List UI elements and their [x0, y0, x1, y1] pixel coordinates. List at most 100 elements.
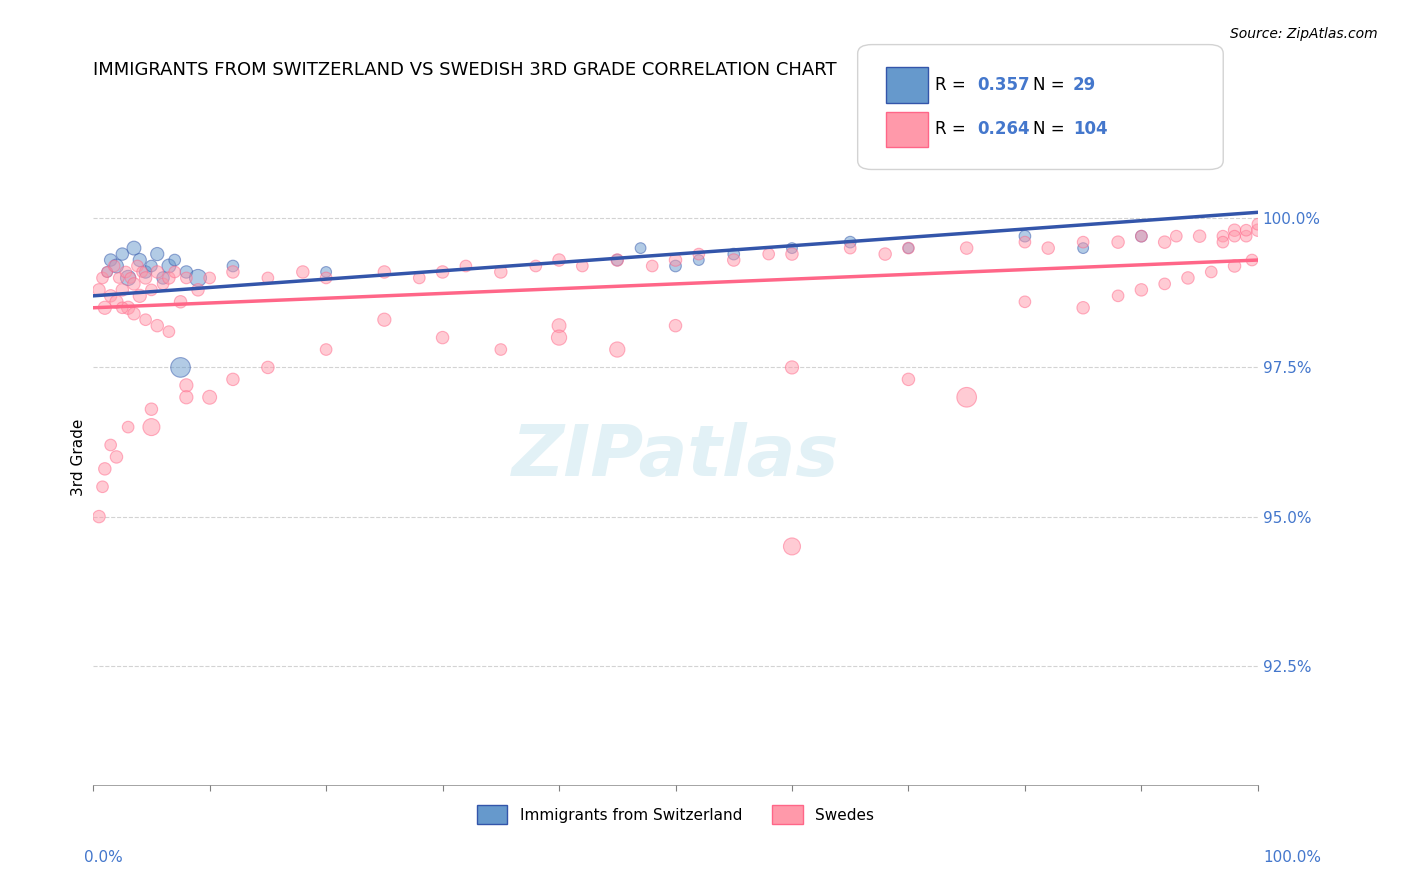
Point	[122, 307, 145, 321]
Point	[127, 259, 149, 273]
Point	[291, 265, 314, 279]
Point	[141, 259, 163, 273]
Point	[664, 259, 686, 273]
Point	[1166, 229, 1188, 244]
Point	[571, 259, 593, 273]
Point	[1212, 229, 1234, 244]
Point	[187, 271, 209, 285]
Point	[1130, 229, 1153, 244]
Point	[1107, 235, 1129, 249]
Point	[176, 378, 198, 392]
Point	[100, 253, 122, 268]
Point	[641, 259, 664, 273]
Point	[1130, 229, 1153, 244]
Point	[1223, 223, 1246, 237]
Point	[94, 301, 117, 315]
Point	[897, 372, 920, 386]
Point	[489, 265, 512, 279]
Point	[157, 325, 180, 339]
Point	[839, 235, 862, 249]
Text: 100.0%: 100.0%	[1264, 850, 1322, 865]
Point	[105, 259, 128, 273]
Point	[128, 253, 150, 268]
Point	[315, 265, 337, 279]
Point	[107, 271, 129, 285]
Text: 29: 29	[1073, 76, 1097, 94]
Point	[1223, 259, 1246, 273]
Text: N =: N =	[1033, 76, 1070, 94]
Point	[1177, 271, 1199, 285]
Point	[105, 450, 128, 464]
Text: R =: R =	[935, 120, 972, 138]
Point	[1212, 235, 1234, 249]
Point	[146, 318, 169, 333]
Point	[688, 253, 710, 268]
Point	[548, 318, 571, 333]
Point	[780, 241, 803, 255]
Point	[664, 253, 686, 268]
Point	[956, 390, 979, 404]
Y-axis label: 3rd Grade: 3rd Grade	[72, 418, 86, 496]
Point	[135, 271, 157, 285]
Point	[146, 265, 169, 279]
Point	[780, 247, 803, 261]
Text: ZIPatlas: ZIPatlas	[512, 423, 839, 491]
Text: 0.357: 0.357	[977, 76, 1029, 94]
Point	[122, 241, 145, 255]
Point	[780, 360, 803, 375]
Point	[408, 271, 430, 285]
Point	[141, 283, 163, 297]
Point	[131, 265, 153, 279]
Point	[780, 540, 803, 554]
Point	[315, 343, 337, 357]
Point	[91, 480, 114, 494]
Point	[548, 253, 571, 268]
Point	[1153, 277, 1175, 291]
Point	[114, 265, 136, 279]
Point	[198, 271, 221, 285]
Point	[1014, 235, 1036, 249]
Point	[105, 294, 128, 309]
Point	[100, 438, 122, 452]
Point	[169, 294, 191, 309]
Point	[1223, 229, 1246, 244]
Text: 104: 104	[1073, 120, 1108, 138]
Point	[1071, 235, 1094, 249]
Point	[897, 241, 920, 255]
Text: N =: N =	[1033, 120, 1070, 138]
Point	[176, 390, 198, 404]
Point	[169, 360, 191, 375]
Legend: Immigrants from Switzerland, Swedes: Immigrants from Switzerland, Swedes	[471, 799, 880, 830]
Point	[103, 259, 125, 273]
Point	[1240, 253, 1263, 268]
Text: 0.0%: 0.0%	[84, 850, 124, 865]
Point	[524, 259, 547, 273]
Point	[152, 277, 174, 291]
Point	[91, 271, 114, 285]
Point	[1153, 235, 1175, 249]
Point	[606, 343, 628, 357]
Point	[87, 509, 110, 524]
Point	[1038, 241, 1060, 255]
Point	[315, 271, 337, 285]
Point	[454, 259, 477, 273]
Point	[1130, 283, 1153, 297]
Point	[87, 283, 110, 297]
Point	[1014, 294, 1036, 309]
Point	[163, 253, 186, 268]
Point	[96, 265, 118, 279]
Point	[111, 301, 134, 315]
Point	[723, 253, 745, 268]
Point	[688, 247, 710, 261]
Text: 0.264: 0.264	[977, 120, 1029, 138]
Point	[96, 265, 118, 279]
Point	[1247, 217, 1270, 231]
Point	[432, 265, 454, 279]
Point	[373, 312, 395, 326]
Point	[152, 271, 174, 285]
Point	[157, 271, 180, 285]
Point	[100, 289, 122, 303]
Text: IMMIGRANTS FROM SWITZERLAND VS SWEDISH 3RD GRADE CORRELATION CHART: IMMIGRANTS FROM SWITZERLAND VS SWEDISH 3…	[93, 62, 837, 79]
Point	[176, 271, 198, 285]
Point	[141, 402, 163, 417]
